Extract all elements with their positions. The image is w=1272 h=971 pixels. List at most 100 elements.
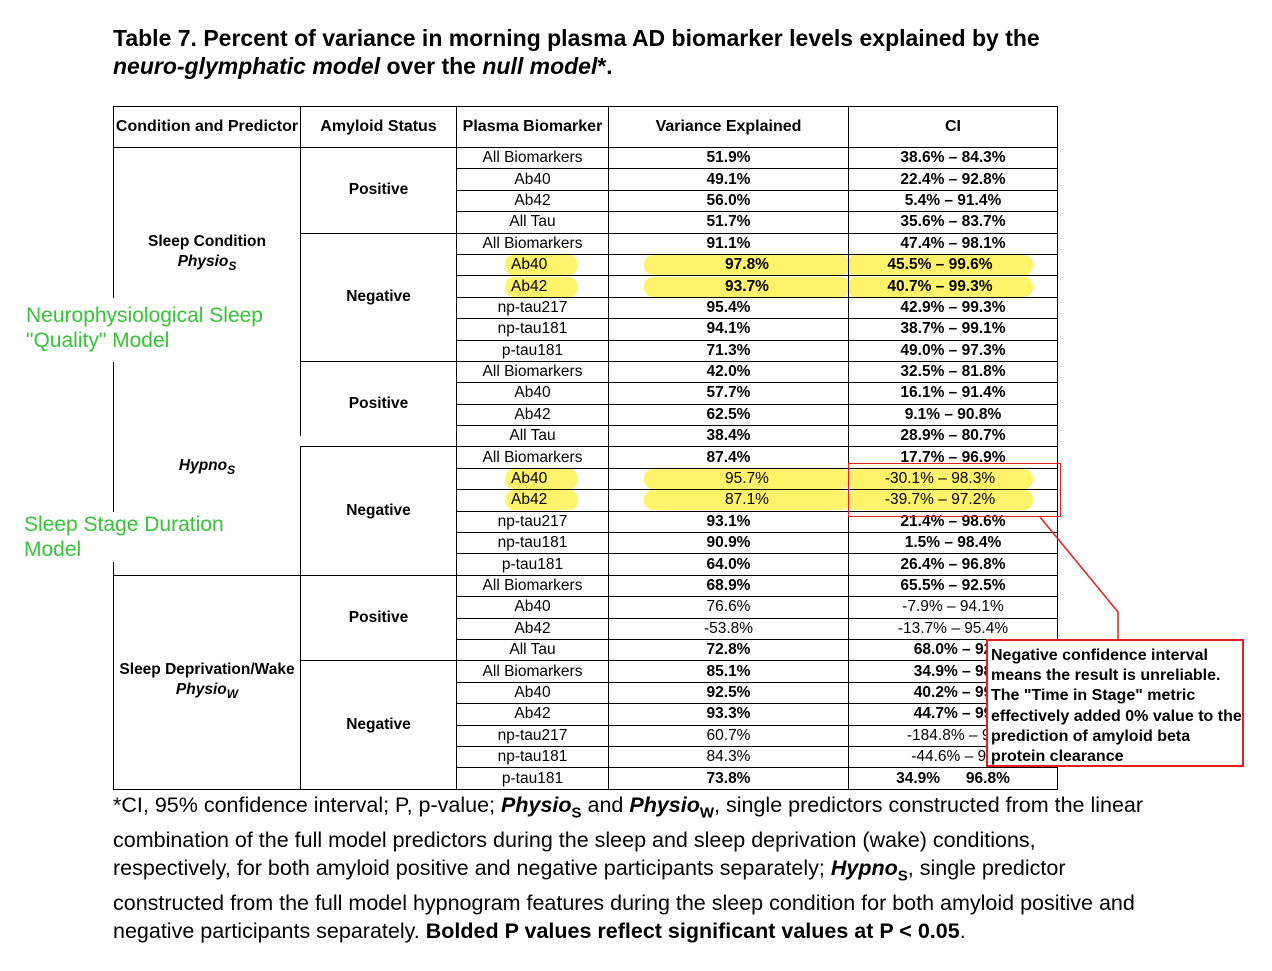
table-row: Ab42 93.7% 40.7% – 99.3% xyxy=(114,275,1058,298)
header-biomarker: Plasma Biomarker xyxy=(456,106,609,148)
negative-ci-highlight-box xyxy=(848,463,1061,517)
table-row: Ab42 62.5% 9.1% – 90.8% xyxy=(114,403,1058,427)
ci-value: 45.5% – 99.6% xyxy=(849,255,1033,275)
biomarker-label: All Tau xyxy=(509,427,556,445)
predictor-name: Physio xyxy=(177,253,229,271)
predictor-name: Physio xyxy=(175,681,227,699)
biomarker-label: Ab42 xyxy=(505,276,578,297)
ci-value: 16.1% – 91.4% xyxy=(900,384,1006,402)
ci-value: 47.4% – 98.1% xyxy=(900,234,1006,252)
ci-value: 21.4% – 98.6% xyxy=(900,512,1006,530)
biomarker-cell: p-tau181 xyxy=(456,767,609,790)
biomarker-cell: Ab40 xyxy=(456,467,609,491)
variance-cell: 85.1% xyxy=(608,660,849,683)
variance-cell: 87.1% xyxy=(608,489,849,512)
biomarker-cell: Ab40 xyxy=(456,253,609,277)
biomarker-cell: Ab42 xyxy=(456,703,609,726)
ci-value: 26.4% – 96.8% xyxy=(900,555,1006,573)
annotation-backdrop xyxy=(270,436,406,446)
variance-value: 71.3% xyxy=(706,341,751,359)
biomarker-cell: Ab40 xyxy=(456,382,609,405)
biomarker-label: Ab40 xyxy=(514,384,551,402)
ci-value: -30.1% – 98.3% xyxy=(849,469,1033,489)
variance-value: 85.1% xyxy=(706,662,751,680)
variance-value: 93.3% xyxy=(706,705,751,723)
variance-value: 91.1% xyxy=(706,234,751,252)
ci-cell: 34.9% 96.8% xyxy=(848,767,1058,790)
variance-value: 94.1% xyxy=(706,320,751,338)
biomarker-cell: np-tau217 xyxy=(456,724,609,747)
ci-value: -39.7% – 97.2% xyxy=(849,490,1033,511)
variance-value: 95.7% xyxy=(644,469,848,489)
ci-value: 34.9% 96.8% xyxy=(896,769,1010,787)
ci-value: 32.5% – 81.8% xyxy=(900,363,1006,381)
variance-value: 49.1% xyxy=(706,170,751,188)
ci-cell: 45.5% – 99.6% xyxy=(848,253,1058,277)
annotation-model2-text: Sleep Stage Duration Model xyxy=(24,513,224,561)
biomarker-label: Ab42 xyxy=(514,405,551,423)
variance-cell: 64.0% xyxy=(608,553,849,576)
variance-cell: 95.7% xyxy=(608,467,849,491)
ci-value: 35.6% – 83.7% xyxy=(900,213,1006,231)
header-amyloid: Amyloid Status xyxy=(300,106,457,148)
variance-value: 93.7% xyxy=(644,276,848,297)
ci-value: 65.5% – 92.5% xyxy=(900,577,1006,594)
table-header-row: Condition and Predictor Amyloid Status P… xyxy=(113,106,1058,148)
variance-cell: 76.6% xyxy=(608,596,849,619)
biomarker-cell: np-tau181 xyxy=(456,745,609,769)
table-row: Ab40 57.7% 16.1% – 91.4% xyxy=(114,382,1058,405)
biomarker-label: Ab42 xyxy=(505,490,578,511)
biomarker-cell: Ab42 xyxy=(456,617,609,640)
ci-cell: 38.6% – 84.3% xyxy=(848,146,1058,170)
biomarker-label: np-tau217 xyxy=(497,512,568,530)
variance-value: 57.7% xyxy=(706,384,751,402)
ci-cell: 26.4% – 96.8% xyxy=(848,553,1058,576)
variance-cell: 73.8% xyxy=(608,767,849,790)
callout-note: Negative confidence interval means the r… xyxy=(986,639,1244,767)
table-row: Ab40 97.8% 45.5% – 99.6% xyxy=(114,253,1058,277)
header-condition: Condition and Predictor xyxy=(113,106,301,148)
variance-cell: 93.3% xyxy=(608,703,849,726)
variance-value: -53.8% xyxy=(703,619,754,637)
footnote: *CI, 95% confidence interval; P, p-value… xyxy=(113,793,1144,943)
table-row: All Tau 51.7% 35.6% – 83.7% xyxy=(114,211,1058,234)
variance-cell: 97.8% xyxy=(608,253,849,277)
variance-value: 73.8% xyxy=(706,769,751,787)
ci-value: 42.9% – 99.3% xyxy=(900,298,1006,316)
variance-value: 62.5% xyxy=(706,405,751,423)
variance-value: 87.1% xyxy=(644,490,848,511)
predictor-subscript: S xyxy=(227,463,236,478)
biomarker-label: Ab40 xyxy=(514,170,551,188)
ci-value: 17.7% – 96.9% xyxy=(900,448,1006,466)
biomarker-cell: Ab42 xyxy=(456,489,609,512)
biomarker-label: Ab40 xyxy=(505,469,578,489)
variance-cell: 93.7% xyxy=(608,275,849,298)
ci-cell: 40.7% – 99.3% xyxy=(848,275,1058,298)
variance-value: 68.9% xyxy=(706,577,751,594)
ci-cell: -39.7% – 97.2% xyxy=(848,489,1058,512)
table-row: Ab42 87.1% -39.7% – 97.2% xyxy=(114,489,1058,512)
amyloid-status-cell: Positive xyxy=(300,147,457,234)
biomarker-label: Ab42 xyxy=(514,619,551,637)
ci-cell: -30.1% – 98.3% xyxy=(848,467,1058,491)
ci-value: 22.4% – 92.8% xyxy=(900,170,1006,188)
variance-cell: -53.8% xyxy=(608,617,849,640)
table-row: Ab42 -53.8% -13.7% – 95.4% xyxy=(114,617,1058,640)
biomarker-label: All Biomarkers xyxy=(482,234,583,252)
amyloid-status-cell: Negative xyxy=(300,660,457,790)
biomarker-label: np-tau181 xyxy=(497,320,568,338)
biomarker-label: Ab42 xyxy=(514,191,551,209)
variance-value: 56.0% xyxy=(706,191,751,209)
biomarker-label: All Biomarkers xyxy=(482,448,583,466)
table-row: Ab42 56.0% 5.4% – 91.4% xyxy=(114,189,1058,213)
biomarker-label: All Tau xyxy=(509,213,556,231)
variance-value: 76.6% xyxy=(706,598,751,616)
variance-value: 90.9% xyxy=(706,534,751,552)
biomarker-label: np-tau181 xyxy=(497,534,568,552)
variance-value: 64.0% xyxy=(706,555,751,573)
variance-value: 87.4% xyxy=(706,448,751,466)
table-row: np-tau181 94.1% 38.7% – 99.1% xyxy=(114,318,1058,341)
variance-value: 51.9% xyxy=(706,149,751,167)
variance-value: 42.0% xyxy=(706,363,751,381)
